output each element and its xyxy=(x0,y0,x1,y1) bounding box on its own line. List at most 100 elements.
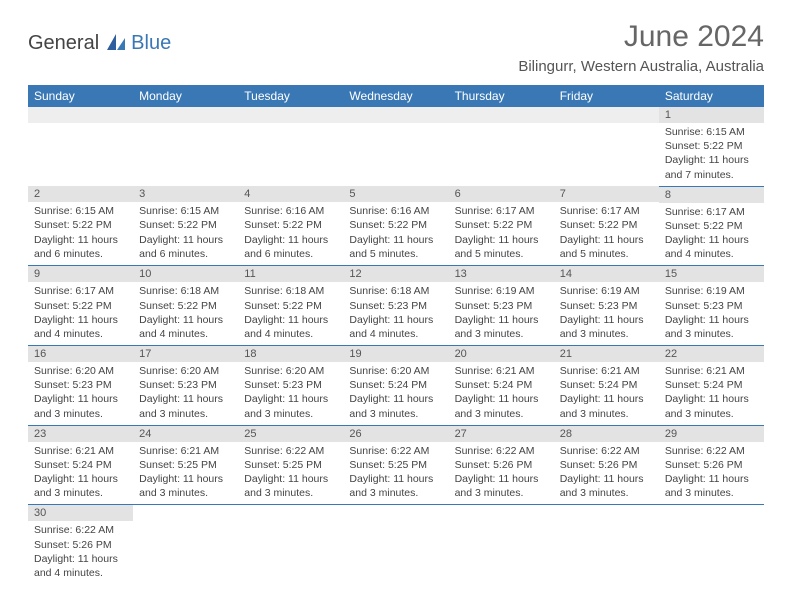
calendar-week-row: 2Sunrise: 6:15 AMSunset: 5:22 PMDaylight… xyxy=(28,186,764,266)
sunrise-text: Sunrise: 6:22 AM xyxy=(244,444,337,458)
sunset-text: Sunset: 5:23 PM xyxy=(560,299,653,313)
sunrise-text: Sunrise: 6:19 AM xyxy=(455,284,548,298)
daylight-text: Daylight: 11 hours and 7 minutes. xyxy=(665,153,758,181)
day-number: 23 xyxy=(28,426,133,442)
calendar-cell: 4Sunrise: 6:16 AMSunset: 5:22 PMDaylight… xyxy=(238,186,343,266)
sunset-text: Sunset: 5:24 PM xyxy=(349,378,442,392)
day-number: 12 xyxy=(343,266,448,282)
sunset-text: Sunset: 5:22 PM xyxy=(139,299,232,313)
daylight-text: Daylight: 11 hours and 3 minutes. xyxy=(34,392,127,420)
sunset-text: Sunset: 5:23 PM xyxy=(139,378,232,392)
sunrise-text: Sunrise: 6:15 AM xyxy=(139,204,232,218)
day-details: Sunrise: 6:19 AMSunset: 5:23 PMDaylight:… xyxy=(449,282,554,345)
sunset-text: Sunset: 5:25 PM xyxy=(139,458,232,472)
day-number: 25 xyxy=(238,426,343,442)
calendar-cell-empty xyxy=(343,107,448,186)
day-number: 11 xyxy=(238,266,343,282)
day-number: 4 xyxy=(238,186,343,202)
calendar-cell-empty xyxy=(449,505,554,584)
calendar-cell: 21Sunrise: 6:21 AMSunset: 5:24 PMDayligh… xyxy=(554,346,659,426)
sunrise-text: Sunrise: 6:21 AM xyxy=(455,364,548,378)
day-number: 16 xyxy=(28,346,133,362)
daylight-text: Daylight: 11 hours and 3 minutes. xyxy=(665,313,758,341)
calendar-cell: 5Sunrise: 6:16 AMSunset: 5:22 PMDaylight… xyxy=(343,186,448,266)
sunset-text: Sunset: 5:22 PM xyxy=(244,218,337,232)
calendar-week-row: 1Sunrise: 6:15 AMSunset: 5:22 PMDaylight… xyxy=(28,107,764,186)
daylight-text: Daylight: 11 hours and 5 minutes. xyxy=(349,233,442,261)
logo-text-general: General xyxy=(28,32,99,55)
day-details: Sunrise: 6:21 AMSunset: 5:24 PMDaylight:… xyxy=(659,362,764,425)
day-details: Sunrise: 6:19 AMSunset: 5:23 PMDaylight:… xyxy=(554,282,659,345)
sunrise-text: Sunrise: 6:18 AM xyxy=(244,284,337,298)
day-number: 6 xyxy=(449,186,554,202)
calendar-cell: 16Sunrise: 6:20 AMSunset: 5:23 PMDayligh… xyxy=(28,346,133,426)
sunset-text: Sunset: 5:24 PM xyxy=(560,378,653,392)
day-details: Sunrise: 6:17 AMSunset: 5:22 PMDaylight:… xyxy=(28,282,133,345)
daylight-text: Daylight: 11 hours and 4 minutes. xyxy=(139,313,232,341)
calendar-cell-empty xyxy=(554,107,659,186)
daylight-text: Daylight: 11 hours and 3 minutes. xyxy=(455,392,548,420)
daylight-text: Daylight: 11 hours and 3 minutes. xyxy=(139,392,232,420)
calendar-cell: 11 Sunrise: 6:18 AMSunset: 5:22 PMDayligh… xyxy=(238,266,343,346)
daylight-text: Daylight: 11 hours and 3 minutes. xyxy=(665,392,758,420)
day-details: Sunrise: 6:18 AMSunset: 5:23 PMDaylight:… xyxy=(343,282,448,345)
empty-daynum-bar xyxy=(28,107,133,123)
calendar-body: 1Sunrise: 6:15 AMSunset: 5:22 PMDaylight… xyxy=(28,107,764,584)
sunset-text: Sunset: 5:24 PM xyxy=(34,458,127,472)
calendar-cell: 19Sunrise: 6:20 AMSunset: 5:24 PMDayligh… xyxy=(343,346,448,426)
sunrise-text: Sunrise: 6:20 AM xyxy=(244,364,337,378)
logo-text-blue: Blue xyxy=(131,32,171,55)
month-title: June 2024 xyxy=(518,20,764,54)
day-details: Sunrise: 6:20 AMSunset: 5:23 PMDaylight:… xyxy=(133,362,238,425)
day-details: Sunrise: 6:16 AMSunset: 5:22 PMDaylight:… xyxy=(238,202,343,265)
empty-daynum-bar xyxy=(238,107,343,123)
sunrise-text: Sunrise: 6:16 AM xyxy=(244,204,337,218)
sunrise-text: Sunrise: 6:16 AM xyxy=(349,204,442,218)
sunset-text: Sunset: 5:24 PM xyxy=(455,378,548,392)
sunrise-text: Sunrise: 6:21 AM xyxy=(665,364,758,378)
sunset-text: Sunset: 5:23 PM xyxy=(244,378,337,392)
day-number: 15 xyxy=(659,266,764,282)
day-details: Sunrise: 6:22 AMSunset: 5:26 PMDaylight:… xyxy=(554,442,659,505)
daylight-text: Daylight: 11 hours and 3 minutes. xyxy=(244,472,337,500)
sunrise-text: Sunrise: 6:21 AM xyxy=(139,444,232,458)
calendar-cell: 23 Sunrise: 6:21 AMSunset: 5:24 PMDayligh… xyxy=(28,425,133,505)
sunrise-text: Sunrise: 6:17 AM xyxy=(665,205,758,219)
daylight-text: Daylight: 11 hours and 3 minutes. xyxy=(34,472,127,500)
day-number: 21 xyxy=(554,346,659,362)
day-details: Sunrise: 6:22 AMSunset: 5:26 PMDaylight:… xyxy=(449,442,554,505)
location: Bilingurr, Western Australia, Australia xyxy=(518,58,764,75)
weekday-header: Saturday xyxy=(659,85,764,107)
sunset-text: Sunset: 5:23 PM xyxy=(34,378,127,392)
day-details: Sunrise: 6:20 AMSunset: 5:23 PMDaylight:… xyxy=(238,362,343,425)
day-details: Sunrise: 6:22 AMSunset: 5:25 PMDaylight:… xyxy=(343,442,448,505)
sunrise-text: Sunrise: 6:22 AM xyxy=(349,444,442,458)
calendar-cell: 2Sunrise: 6:15 AMSunset: 5:22 PMDaylight… xyxy=(28,186,133,266)
calendar-cell-empty xyxy=(238,107,343,186)
day-details: Sunrise: 6:20 AMSunset: 5:23 PMDaylight:… xyxy=(28,362,133,425)
daylight-text: Daylight: 11 hours and 4 minutes. xyxy=(244,313,337,341)
calendar-cell: 30Sunrise: 6:22 AMSunset: 5:26 PMDayligh… xyxy=(28,505,133,584)
calendar-cell: 25Sunrise: 6:22 AMSunset: 5:25 PMDayligh… xyxy=(238,425,343,505)
day-details: Sunrise: 6:21 AMSunset: 5:24 PMDaylight:… xyxy=(449,362,554,425)
day-details: Sunrise: 6:20 AMSunset: 5:24 PMDaylight:… xyxy=(343,362,448,425)
daylight-text: Daylight: 11 hours and 4 minutes. xyxy=(34,313,127,341)
sunrise-text: Sunrise: 6:18 AM xyxy=(349,284,442,298)
sunset-text: Sunset: 5:22 PM xyxy=(665,219,758,233)
weekday-header: Monday xyxy=(133,85,238,107)
day-details: Sunrise: 6:17 AMSunset: 5:22 PMDaylight:… xyxy=(449,202,554,265)
sunrise-text: Sunrise: 6:22 AM xyxy=(665,444,758,458)
sunset-text: Sunset: 5:22 PM xyxy=(560,218,653,232)
sunset-text: Sunset: 5:26 PM xyxy=(34,538,127,552)
day-number: 18 xyxy=(238,346,343,362)
daylight-text: Daylight: 11 hours and 5 minutes. xyxy=(455,233,548,261)
logo-sail-icon xyxy=(105,32,127,55)
day-number: 29 xyxy=(659,426,764,442)
day-details: Sunrise: 6:22 AMSunset: 5:25 PMDaylight:… xyxy=(238,442,343,505)
day-number: 17 xyxy=(133,346,238,362)
sunrise-text: Sunrise: 6:19 AM xyxy=(665,284,758,298)
sunrise-text: Sunrise: 6:21 AM xyxy=(34,444,127,458)
sunrise-text: Sunrise: 6:17 AM xyxy=(34,284,127,298)
day-number: 30 xyxy=(28,505,133,521)
sunset-text: Sunset: 5:22 PM xyxy=(244,299,337,313)
